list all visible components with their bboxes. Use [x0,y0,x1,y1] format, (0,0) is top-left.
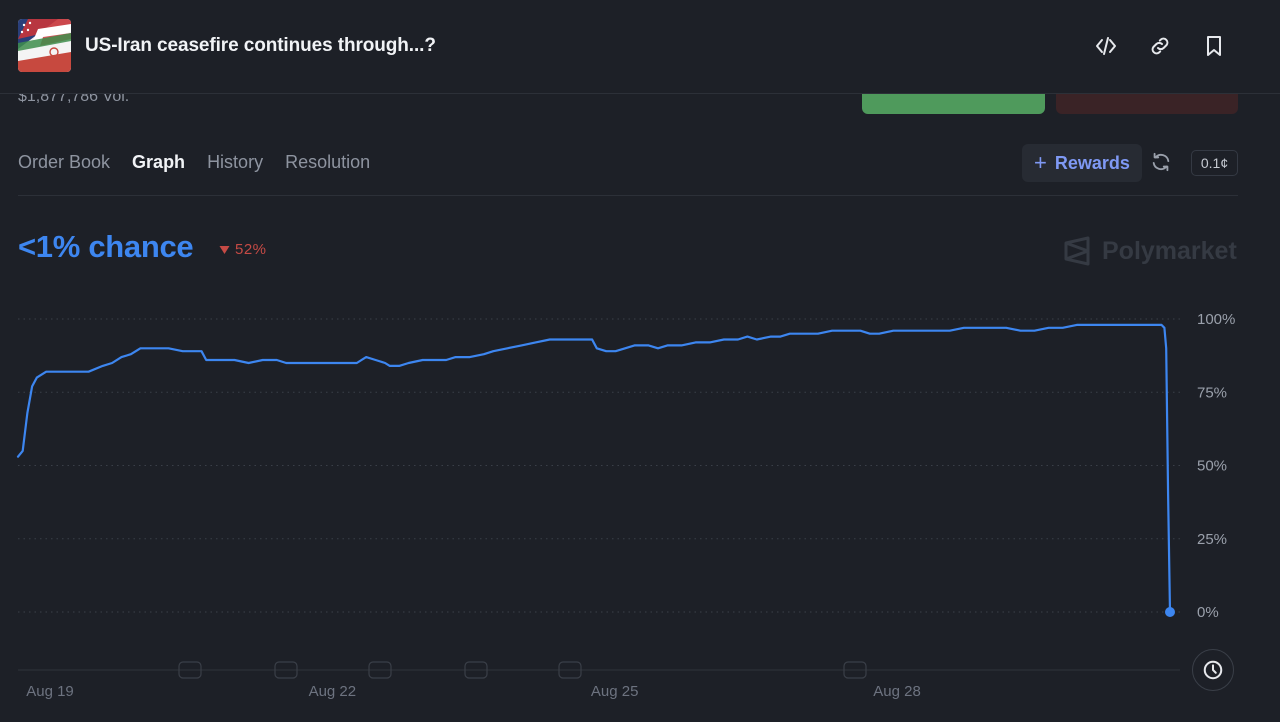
series-line [16,323,1172,614]
x-tick-label: Aug 19 [26,683,74,700]
link-icon[interactable] [1146,32,1174,60]
tick-size-selector[interactable]: 0.1¢ [1191,150,1238,176]
tab-history[interactable]: History [207,152,264,172]
y-tick-label: 100% [1197,311,1235,328]
y-tick-label: 25% [1197,531,1227,548]
tabs-divider [18,195,1238,196]
x-tick-label: Aug 25 [591,683,639,700]
tab-bar: Order Book Graph History Resolution [18,152,370,173]
polymarket-logo-icon [1064,236,1090,266]
market-title: US-Iran ceasefire continues through...? [85,35,436,56]
clock-icon [1203,660,1223,680]
refresh-icon[interactable] [1150,151,1172,173]
flag-image [18,19,71,72]
change-value: 52% [235,241,267,258]
polymarket-watermark: Polymarket [1062,236,1237,266]
bookmark-icon[interactable] [1200,32,1228,60]
timeline-handle [178,661,202,679]
rewards-label: Rewards [1054,152,1130,173]
timeline-handle [274,661,298,679]
down-triangle-icon [219,245,230,254]
tab-resolution[interactable]: Resolution [285,152,371,172]
x-tick-label: Aug 28 [873,683,921,700]
timeline-handle [843,661,867,679]
timeline-handle [464,661,488,679]
x-tick-label: Aug 22 [309,683,357,700]
y-tick-label: 75% [1197,384,1227,401]
y-tick-label: 50% [1197,458,1227,475]
last-point-marker [1165,607,1175,617]
rewards-button[interactable]: + Rewards [1022,144,1142,182]
time-range-button[interactable] [1192,649,1234,691]
tab-graph[interactable]: Graph [132,152,186,172]
brand-name: Polymarket [1102,236,1237,265]
timeline-handle [368,661,392,679]
plus-icon: + [1034,150,1047,175]
tab-order-book[interactable]: Order Book [18,152,111,172]
timeline-handle [558,661,582,679]
embed-code-icon[interactable] [1092,32,1120,60]
market-header: US-Iran ceasefire continues through...? [0,0,1280,94]
price-chart[interactable]: 100% 75% 50% 25% 0% Aug 19 Aug 22 Aug 25 Aug 28 [0,290,1280,722]
y-tick-label: 0% [1197,604,1219,621]
chance-value: <1% chance [18,229,194,264]
change-badge: 52% [219,241,267,258]
